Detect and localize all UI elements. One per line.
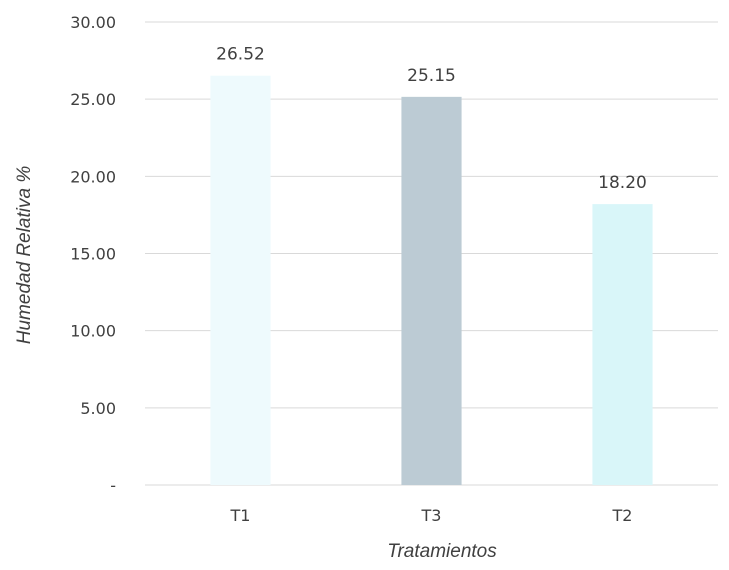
y-axis-title: Humedad Relativa %	[14, 166, 35, 345]
y-tick-label: 10.00	[70, 322, 116, 341]
data-label: 25.15	[407, 66, 456, 86]
bar	[592, 204, 653, 485]
bar	[210, 75, 271, 485]
bar	[401, 96, 462, 485]
y-tick-label: -	[110, 476, 116, 495]
y-tick-labels: - 5.00 10.00 15.00 20.00 25.00 30.00	[70, 13, 116, 495]
y-tick-label: 15.00	[70, 245, 116, 264]
x-tick-label: T1	[230, 506, 251, 525]
bars	[210, 75, 653, 485]
data-labels: 26.52 25.15 18.20	[216, 45, 647, 193]
x-axis-title: Tratamientos	[387, 541, 497, 562]
y-tick-label: 25.00	[70, 90, 116, 109]
y-tick-label: 30.00	[70, 13, 116, 32]
x-tick-label: T2	[612, 506, 633, 525]
x-tick-labels: T1 T3 T2	[230, 506, 633, 525]
data-label: 18.20	[598, 173, 647, 193]
data-label: 26.52	[216, 45, 265, 65]
y-tick-label: 20.00	[70, 167, 116, 186]
x-tick-label: T3	[421, 506, 442, 525]
y-tick-label: 5.00	[80, 399, 116, 418]
